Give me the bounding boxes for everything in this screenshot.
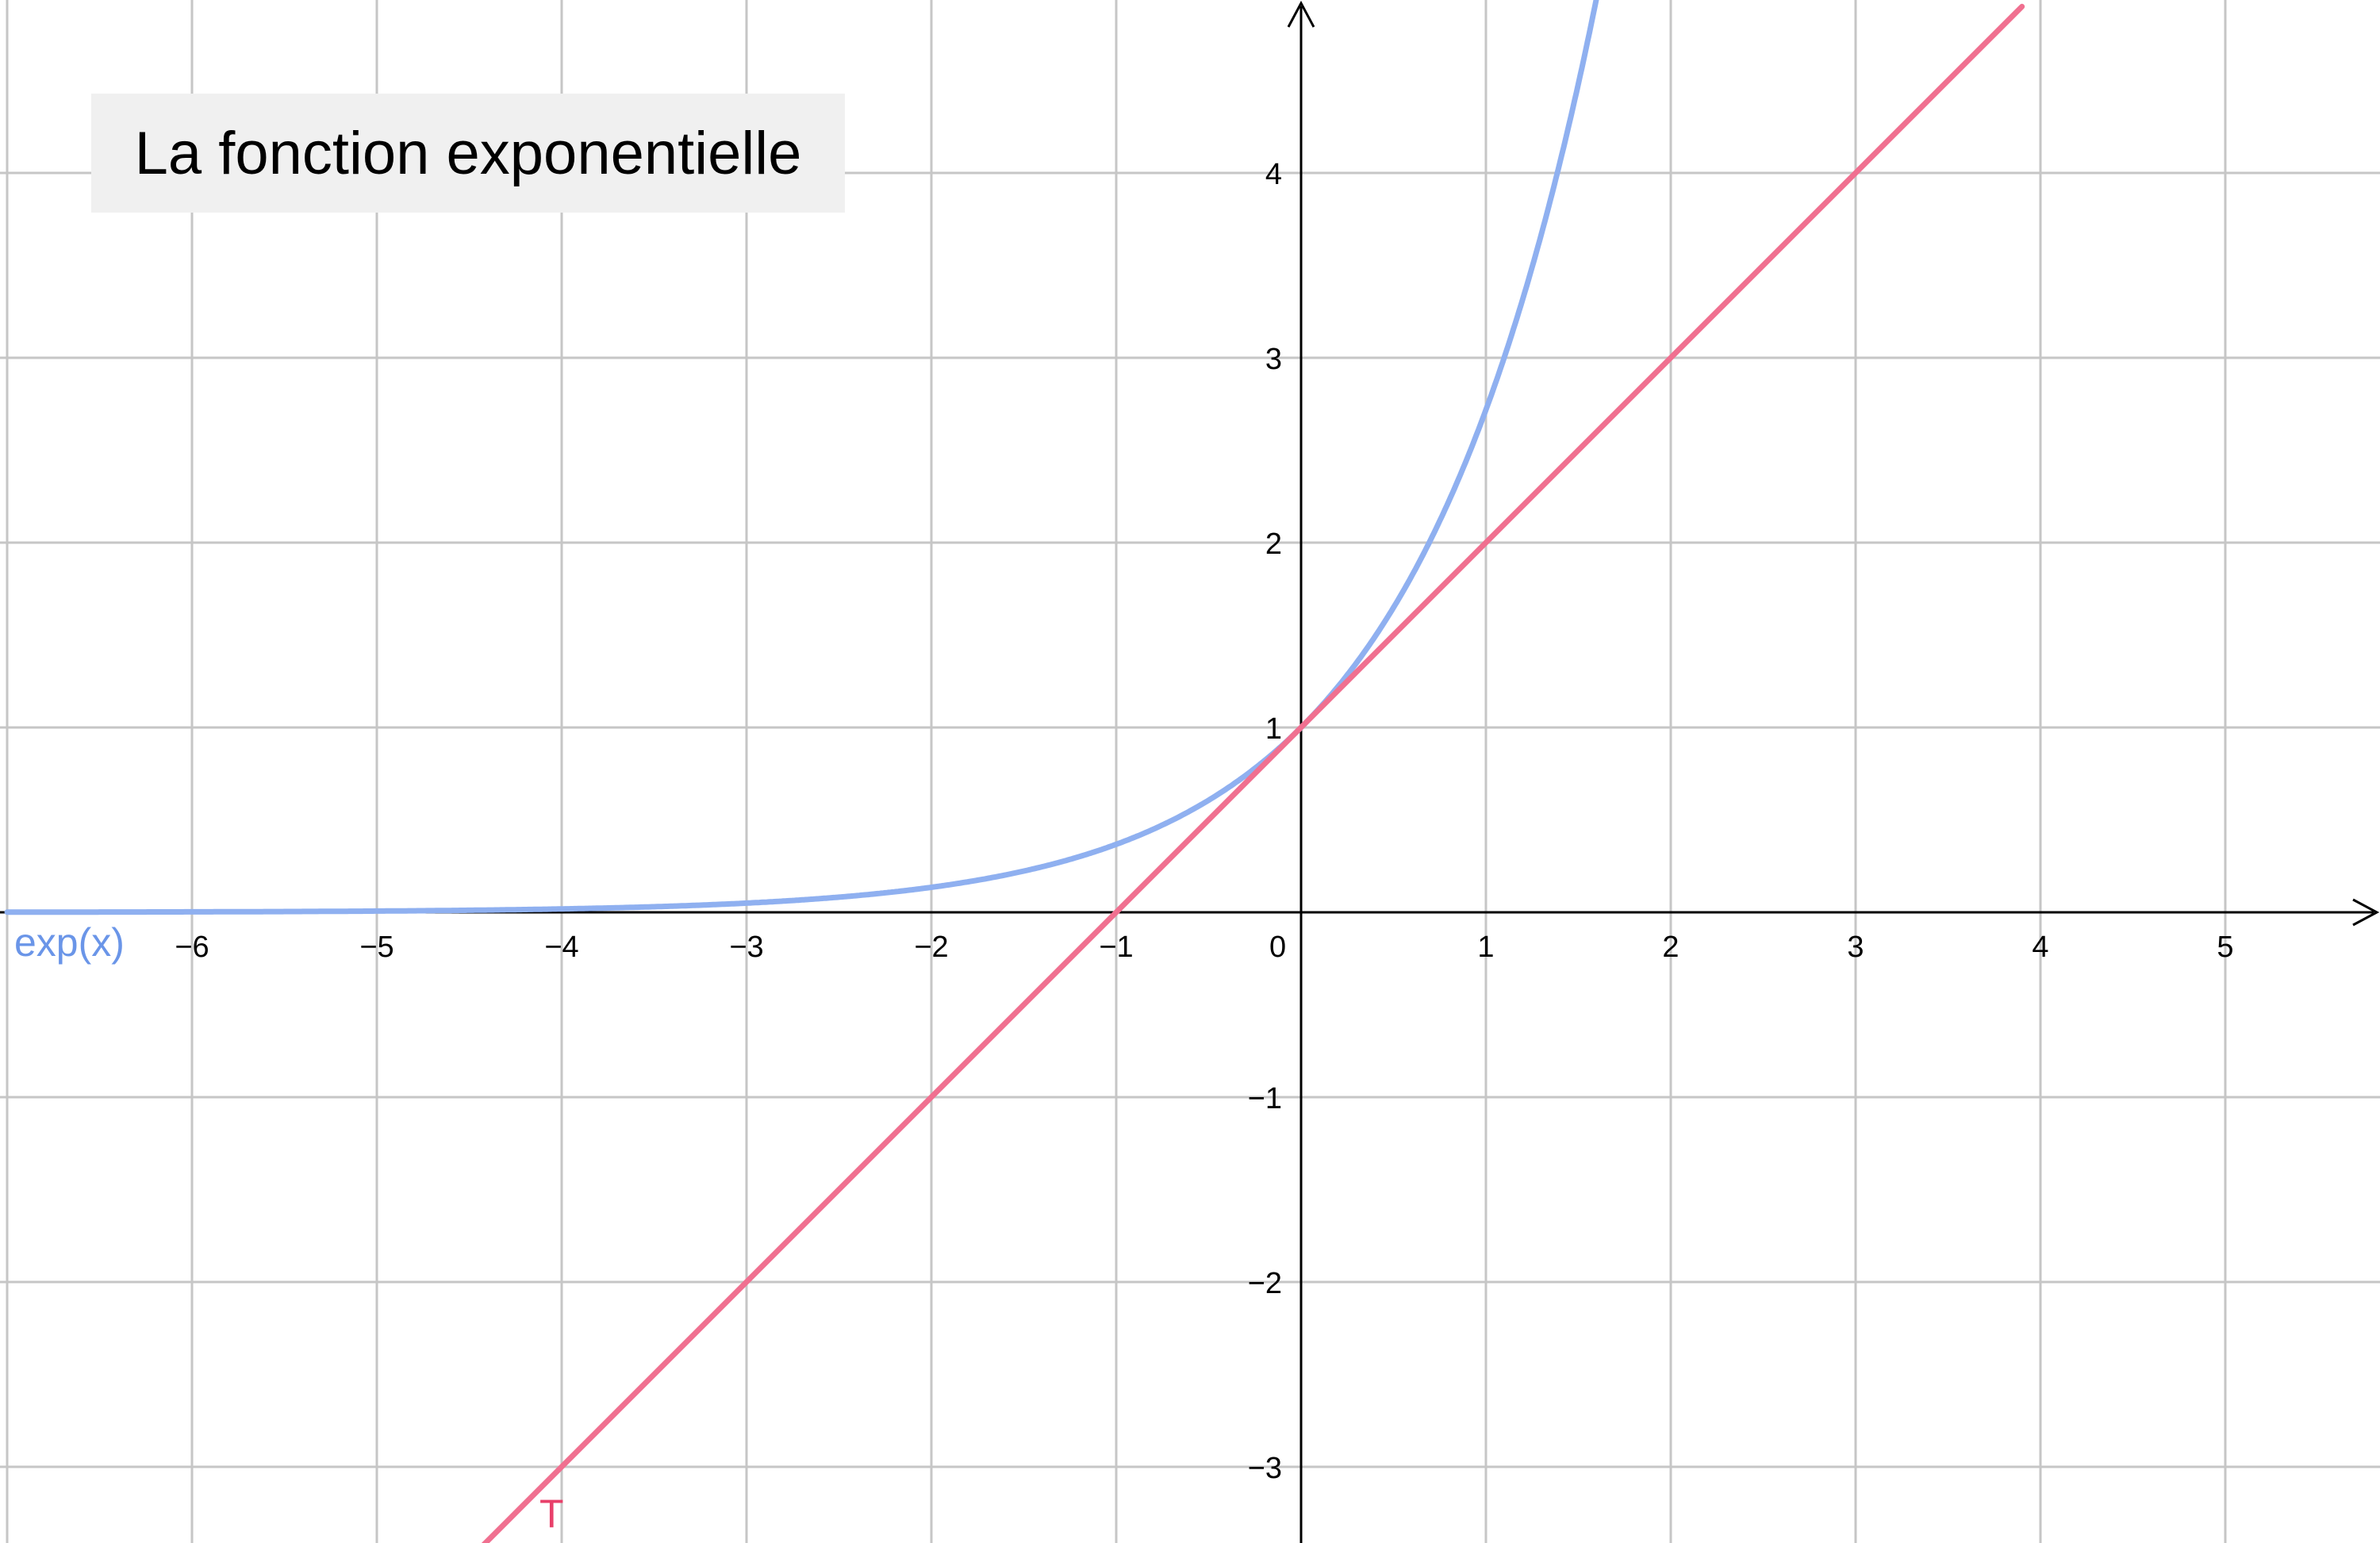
series-layer bbox=[4, 0, 2025, 1543]
x-tick-label: 1 bbox=[1477, 931, 1494, 964]
x-tick-label: −5 bbox=[359, 931, 393, 964]
x-tick-label: 2 bbox=[1662, 931, 1679, 964]
x-tick-label: 5 bbox=[2217, 931, 2233, 964]
x-tick-label: 4 bbox=[2032, 931, 2048, 964]
tick-labels: −6 −5 −4 −3 −2 −1 0 1 2 3 4 5 −3 −2 −1 1 2 3 4 bbox=[175, 158, 2233, 1485]
y-tick-label: 1 bbox=[1265, 712, 1282, 746]
tangent-line bbox=[481, 3, 2025, 1543]
x-tick-label: −1 bbox=[1099, 931, 1133, 964]
x-tick-label: 3 bbox=[1847, 931, 1864, 964]
y-tick-label: −3 bbox=[1248, 1452, 1282, 1485]
x-tick-label: −4 bbox=[544, 931, 578, 964]
exp-curve-label: exp(x) bbox=[14, 920, 125, 965]
chart-title: La fonction exponentielle bbox=[134, 119, 802, 187]
title-box: La fonction exponentielle bbox=[91, 94, 845, 213]
x-tick-label: −2 bbox=[914, 931, 948, 964]
y-axis-arrow bbox=[1287, 0, 1315, 28]
y-tick-label: 2 bbox=[1265, 528, 1282, 561]
series-labels: exp(x) T bbox=[14, 920, 564, 1536]
y-tick-label: −1 bbox=[1248, 1082, 1282, 1115]
x-tick-label: −6 bbox=[175, 931, 209, 964]
x-tick-label: −3 bbox=[729, 931, 763, 964]
x-tick-label: 0 bbox=[1269, 931, 1286, 964]
x-axis-arrow bbox=[2352, 898, 2380, 927]
y-tick-label: −2 bbox=[1248, 1267, 1282, 1300]
y-tick-label: 3 bbox=[1265, 343, 1282, 376]
y-tick-label: 4 bbox=[1265, 158, 1282, 191]
tangent-line-label: T bbox=[539, 1491, 564, 1536]
